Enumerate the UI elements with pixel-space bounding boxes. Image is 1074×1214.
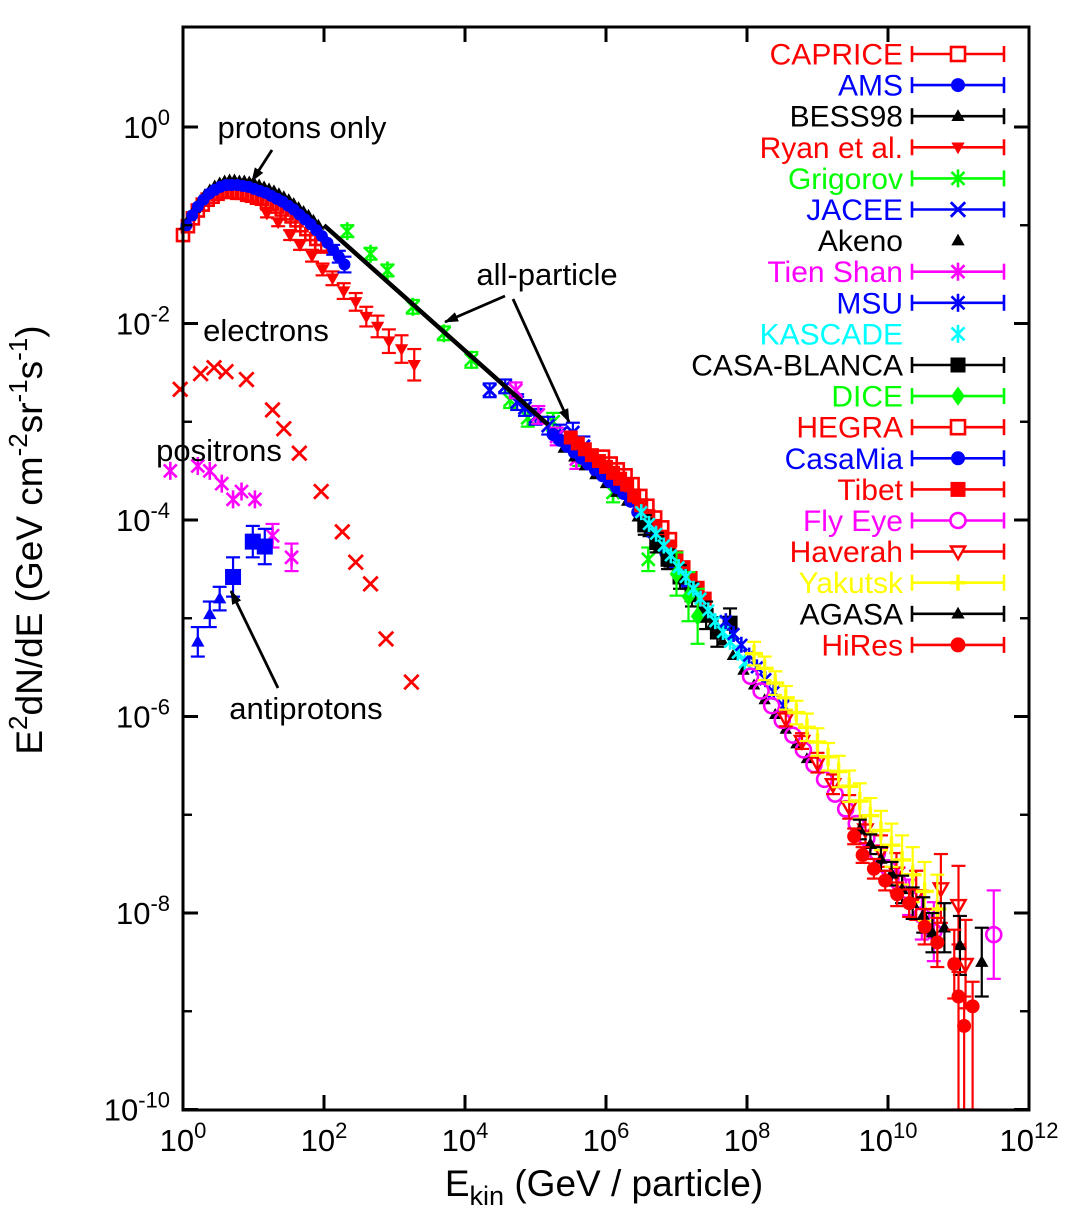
series-antiprotons-triangles bbox=[190, 585, 227, 658]
y-tick-label: 10-10 bbox=[104, 1088, 170, 1128]
legend-label: Haverah bbox=[790, 536, 903, 569]
x-tick-labels: 100 102 104 106 108 1010 1012 bbox=[160, 1118, 1059, 1158]
y-tick-label: 100 bbox=[123, 105, 170, 145]
legend-entry-Haverah: Haverah bbox=[790, 536, 1006, 569]
series-electrons bbox=[171, 359, 420, 691]
legend-label: Akeno bbox=[818, 225, 903, 258]
legend-entry-Ryan-et-al-: Ryan et al. bbox=[760, 132, 1006, 165]
y-tick-label: 10-8 bbox=[116, 891, 170, 931]
legend-label: MSU bbox=[836, 287, 903, 320]
y-tick-labels: 100 10-2 10-4 10-6 10-8 10-10 bbox=[104, 105, 170, 1128]
annotation-text: antiprotons bbox=[229, 691, 382, 726]
legend-label: AMS bbox=[838, 70, 903, 103]
x-tick-label: 100 bbox=[160, 1118, 207, 1158]
series-Ryan-et-al- bbox=[259, 208, 422, 382]
y-tick-label: 10-2 bbox=[116, 302, 170, 342]
legend-entry-HiRes: HiRes bbox=[821, 629, 1006, 662]
x-tick-label: 1010 bbox=[859, 1118, 918, 1158]
annotation-text: protons only bbox=[218, 110, 387, 145]
annotation-antiprotons: antiprotons bbox=[229, 590, 383, 726]
y-axis bbox=[183, 125, 1029, 1111]
legend-label: DICE bbox=[831, 381, 903, 414]
annotation-electrons: electrons bbox=[203, 313, 329, 348]
legend-label: KASCADE bbox=[760, 318, 903, 351]
legend-entry-CASA-BLANCA: CASA-BLANCA bbox=[691, 350, 1006, 383]
y-tick-label: 10-6 bbox=[116, 695, 170, 735]
annotation-text: electrons bbox=[203, 313, 329, 348]
legend-entry-AGASA: AGASA bbox=[800, 598, 1006, 631]
annotation-all-particle: all-particle bbox=[444, 257, 618, 423]
x-tick-label: 106 bbox=[583, 1118, 630, 1158]
legend-label: AGASA bbox=[800, 598, 903, 631]
legend-entry-Grigorov: Grigorov bbox=[788, 163, 1006, 196]
legend-entry-Yakutsk: Yakutsk bbox=[799, 567, 1006, 600]
legend-entry-Fly-Eye: Fly Eye bbox=[803, 505, 1006, 538]
legend-label: CAPRICE bbox=[770, 39, 903, 72]
legend-label: Yakutsk bbox=[799, 567, 904, 600]
legend-entry-MSU: MSU bbox=[836, 287, 1006, 320]
legend-entry-CasaMia: CasaMia bbox=[785, 443, 1006, 476]
legend-entry-Tibet: Tibet bbox=[837, 474, 1006, 507]
legend-entry-KASCADE: KASCADE bbox=[760, 318, 966, 351]
legend-label: BESS98 bbox=[790, 101, 903, 134]
legend-entry-HEGRA: HEGRA bbox=[796, 412, 1006, 445]
legend-label: Grigorov bbox=[788, 163, 903, 196]
annotation-text: positrons bbox=[156, 433, 282, 468]
legend-label: HiRes bbox=[821, 629, 903, 662]
series-antiprotons-squares bbox=[225, 524, 273, 598]
legend-label: Tibet bbox=[837, 474, 903, 507]
x-axis-label: Ekin (GeV / particle) bbox=[445, 1163, 763, 1211]
legend-entry-Tien-Shan: Tien Shan bbox=[767, 256, 1006, 289]
annotation-protons-only: protons only bbox=[218, 110, 387, 182]
legend-label: Ryan et al. bbox=[760, 132, 903, 165]
x-tick-label: 102 bbox=[301, 1118, 348, 1158]
annotation-text: all-particle bbox=[476, 257, 617, 292]
legend-label: Fly Eye bbox=[803, 505, 903, 538]
x-tick-label: 104 bbox=[442, 1118, 489, 1158]
legend-label: HEGRA bbox=[796, 412, 903, 445]
legend-label: Tien Shan bbox=[767, 256, 903, 289]
legend-entry-JACEE: JACEE bbox=[806, 194, 1006, 227]
legend-label: CASA-BLANCA bbox=[691, 350, 903, 383]
series-AMS bbox=[180, 178, 352, 274]
y-axis-label: E2dN/dE (GeV cm-2sr-1s-1) bbox=[3, 325, 50, 754]
x-tick-label: 108 bbox=[724, 1118, 771, 1158]
legend-entry-CAPRICE: CAPRICE bbox=[770, 39, 1006, 72]
legend-label: CasaMia bbox=[785, 443, 904, 476]
x-tick-label: 1012 bbox=[1000, 1118, 1059, 1158]
legend-entry-BESS98: BESS98 bbox=[790, 101, 1006, 134]
y-tick-label: 10-4 bbox=[116, 498, 170, 538]
legend-entry-DICE: DICE bbox=[831, 381, 1006, 414]
legend-label: JACEE bbox=[806, 194, 903, 227]
series-positrons bbox=[162, 456, 299, 573]
annotation-positrons: positrons bbox=[156, 433, 282, 468]
all-particle-guide-line bbox=[322, 223, 550, 427]
legend-entry-AMS: AMS bbox=[838, 70, 1006, 103]
x-axis bbox=[181, 27, 1031, 1110]
legend-entry-Akeno: Akeno bbox=[818, 225, 965, 258]
